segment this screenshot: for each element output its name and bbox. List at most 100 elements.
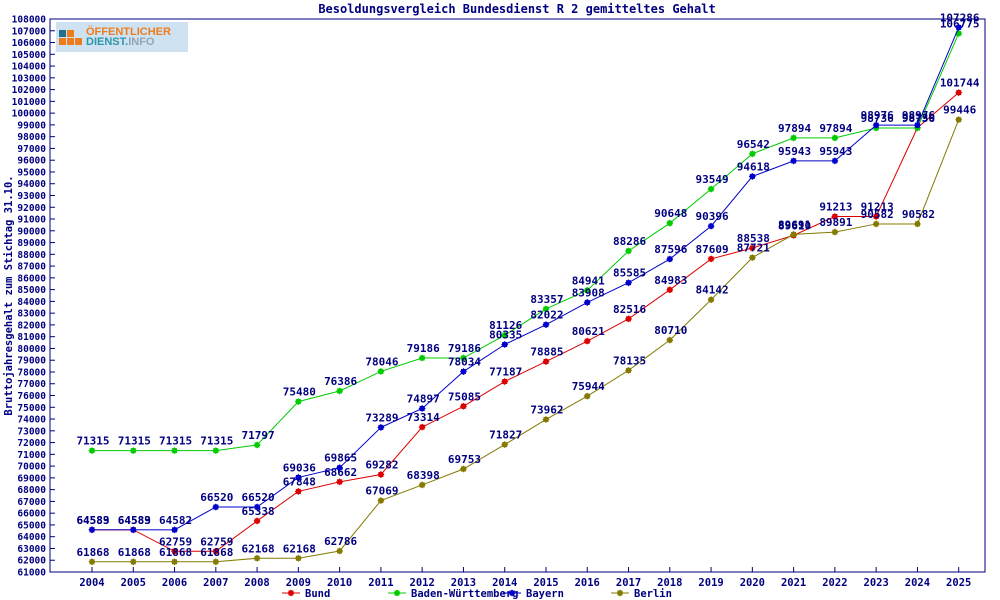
point-baden-w-rttemberg-2020 (748, 150, 756, 158)
value-label-bund-2020: 88538 (737, 232, 770, 245)
point-bayern-2014 (501, 340, 509, 349)
point-bund-2020 (748, 244, 756, 252)
point-bayern-2008 (253, 503, 261, 511)
plot-frame (49, 18, 986, 573)
y-tick-label: 91000 (17, 215, 46, 226)
point-bayern-2012 (418, 404, 426, 413)
y-tick-label: 64000 (17, 532, 46, 543)
y-tick-label: 68000 (17, 485, 46, 496)
point-berlin-2020 (748, 254, 756, 262)
x-tick-label: 2016 (575, 577, 600, 589)
value-label-bund-2025: 101744 (940, 77, 980, 90)
x-tick-label: 2009 (286, 577, 311, 589)
y-tick-label: 108000 (12, 15, 47, 26)
y-tick-label: 85000 (17, 285, 46, 296)
y-tick-label: 101000 (12, 97, 47, 108)
y-tick-label: 66000 (17, 509, 46, 520)
point-bund-2023 (872, 212, 880, 221)
y-tick-label: 107000 (12, 26, 47, 37)
point-baden-w-rttemberg-2013 (459, 354, 467, 362)
value-label-berlin-2022: 89891 (819, 216, 852, 229)
value-label-bayern-2018: 87596 (654, 243, 687, 256)
point-bayern-2017 (624, 279, 633, 287)
point-bund-2010 (336, 478, 344, 486)
x-tick-label: 2024 (905, 577, 930, 589)
y-tick-label: 105000 (12, 50, 47, 61)
y-tick-label: 103000 (12, 73, 47, 84)
y-tick-label: 73000 (17, 426, 46, 437)
point-bayern-2004 (88, 526, 96, 534)
value-label-baden-w-rttemberg-2025: 106775 (940, 17, 980, 30)
value-label-baden-w-rttemberg-2024: 98736 (902, 112, 935, 125)
value-label-bund-2008: 65338 (242, 505, 275, 518)
value-label-baden-w-rttemberg-2021: 97894 (778, 122, 811, 135)
point-berlin-2007 (212, 558, 220, 566)
y-axis-title: Bruttojahresgehalt zum Stichtag 31.10. (3, 175, 15, 415)
chart-title: Besoldungsvergleich Bundesdienst R 2 gem… (318, 2, 715, 16)
point-bayern-2016 (583, 298, 591, 307)
value-label-bayern-2004: 64589 (76, 514, 109, 527)
series-line-baden-w-rttemberg (92, 33, 960, 452)
point-bayern-2010 (336, 464, 344, 472)
series-baden-w-rttemberg: 71315 71315 71315 71315 71797 75480 76386 78046… (76, 17, 980, 455)
point-bund-2009 (294, 487, 302, 495)
value-label-bund-2014: 77187 (489, 366, 522, 379)
y-tick-label: 104000 (12, 62, 47, 73)
value-label-berlin-2013: 69753 (448, 453, 481, 466)
point-baden-w-rttemberg-2014 (501, 331, 509, 339)
x-tick-label: 2015 (533, 577, 558, 589)
y-tick-label: 99000 (17, 120, 46, 131)
oeffentlicher-dienst-info-logo[interactable]: ÖFFENTLICHER DIENST.INFO (56, 22, 188, 52)
point-baden-w-rttemberg-2018 (666, 219, 674, 227)
point-bayern-2007 (212, 503, 220, 511)
x-tick-label: 2006 (162, 577, 187, 589)
value-label-bund-2013: 75085 (448, 390, 481, 403)
value-label-berlin-2023: 90582 (861, 208, 894, 221)
y-tick-label: 106000 (12, 38, 47, 49)
point-bayern-2009 (294, 473, 302, 481)
y-tick-label: 93000 (17, 191, 46, 202)
value-label-bund-2018: 84983 (654, 274, 687, 287)
y-axis: 6100062000630006400065000660006700068000… (12, 15, 55, 579)
y-tick-label: 94000 (17, 179, 46, 190)
y-tick-label: 69000 (17, 473, 46, 484)
value-label-baden-w-rttemberg-2008: 71797 (242, 429, 275, 442)
y-tick-label: 74000 (17, 415, 46, 426)
legend: Bund Baden-Württemberg Bayern Berlin (282, 588, 672, 600)
y-tick-label: 87000 (17, 262, 46, 273)
point-berlin-2010 (336, 547, 344, 555)
value-label-berlin-2014: 71827 (489, 429, 522, 442)
point-bund-2006 (171, 547, 179, 555)
point-bund-2022 (831, 212, 839, 221)
point-bund-2017 (624, 315, 633, 323)
y-tick-label: 72000 (17, 438, 46, 449)
value-label-baden-w-rttemberg-2023: 98736 (861, 112, 894, 125)
x-tick-label: 2023 (864, 577, 889, 589)
point-bayern-2015 (542, 321, 550, 329)
value-label-baden-w-rttemberg-2004: 71315 (76, 435, 109, 448)
series-line-bayern (92, 27, 960, 531)
logo-text-line2: DIENST.INFO (86, 36, 155, 48)
y-tick-label: 77000 (17, 379, 46, 390)
point-bund-2012 (418, 423, 426, 431)
y-tick-label: 61000 (17, 568, 46, 579)
x-tick-label: 2012 (410, 577, 435, 589)
y-tick-label: 79000 (17, 356, 46, 367)
point-baden-w-rttemberg-2022 (831, 134, 839, 142)
value-label-berlin-2018: 80710 (654, 324, 687, 337)
value-label-bayern-2008: 66520 (242, 491, 275, 504)
point-baden-w-rttemberg-2012 (418, 354, 426, 362)
y-tick-label: 97000 (17, 144, 46, 155)
point-baden-w-rttemberg-2009 (294, 398, 302, 406)
value-label-berlin-2007: 61868 (200, 546, 233, 559)
point-berlin-2004 (88, 558, 96, 566)
point-baden-w-rttemberg-2006 (171, 447, 179, 455)
point-bayern-2018 (666, 255, 674, 263)
value-label-berlin-2005: 61868 (118, 546, 151, 559)
x-axis: 2004 2005 2006 2007 2008 2009 2010 2011 2012 2013… (79, 567, 971, 589)
y-tick-label: 95000 (17, 167, 46, 178)
point-bund-2019 (707, 255, 715, 263)
value-label-bayern-2020: 94618 (737, 160, 770, 173)
y-tick-label: 98000 (17, 132, 46, 143)
value-label-baden-w-rttemberg-2005: 71315 (118, 435, 151, 448)
